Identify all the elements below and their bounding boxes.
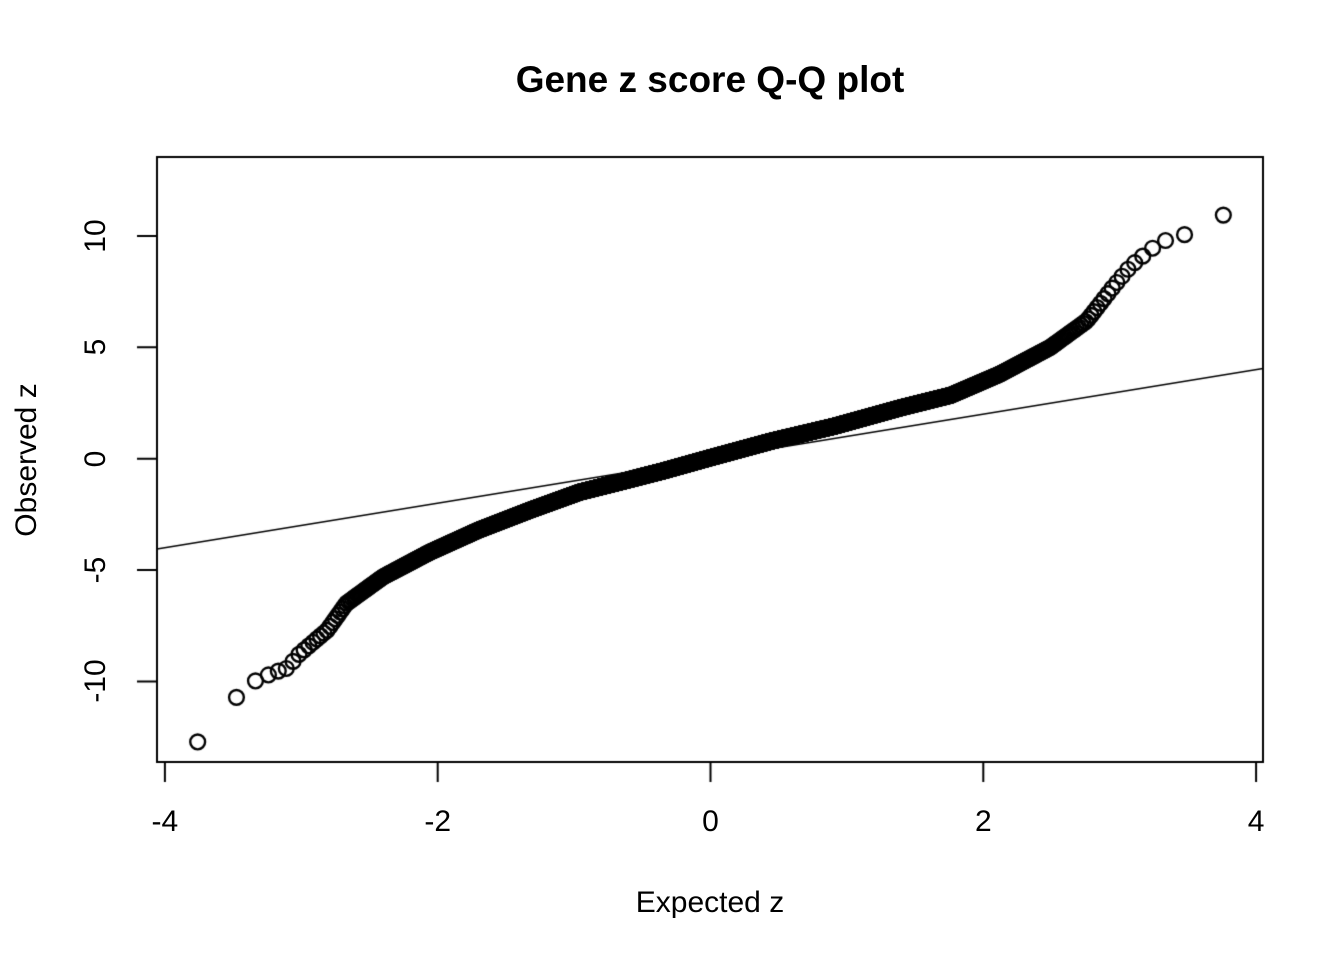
y-tick-label: 5 — [79, 339, 112, 356]
y-tick-label: -5 — [79, 556, 112, 584]
y-tick-label: -10 — [79, 659, 112, 704]
y-tick-label: 0 — [79, 450, 112, 468]
x-axis-label: Expected z — [635, 886, 785, 919]
x-tick-label: 0 — [702, 805, 719, 838]
x-tick-label: 2 — [974, 805, 992, 838]
y-tick-label: 10 — [79, 219, 112, 253]
chart-title: Gene z score Q-Q plot — [515, 59, 905, 100]
x-tick-label: -4 — [151, 805, 179, 838]
x-tick-label: -2 — [424, 805, 452, 838]
x-tick-label: 4 — [1247, 805, 1265, 838]
y-axis-label: Observed z — [10, 382, 43, 537]
